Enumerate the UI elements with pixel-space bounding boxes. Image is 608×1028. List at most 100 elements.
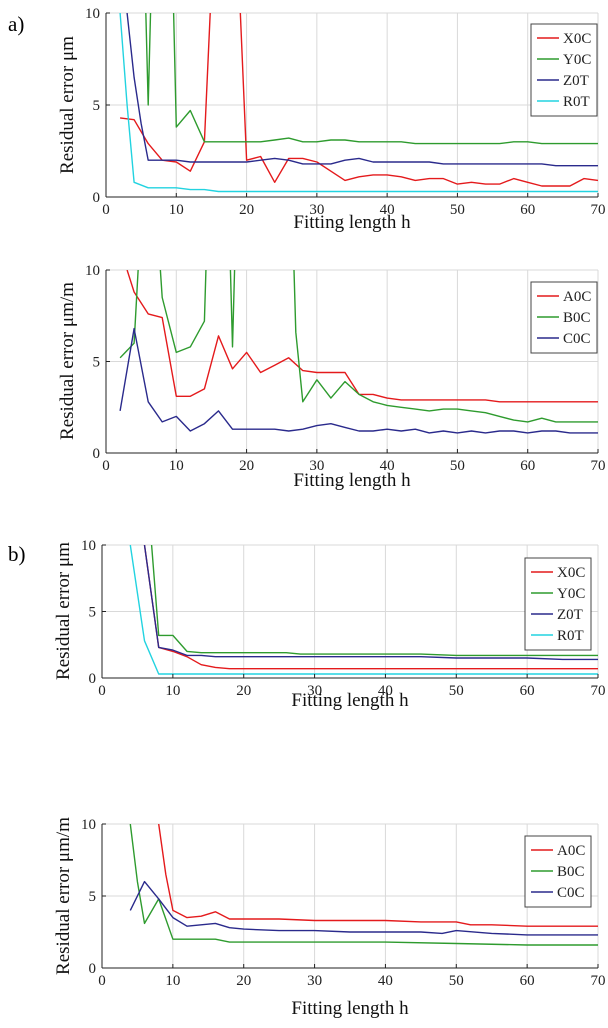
x-tick-label: 20 [239, 458, 254, 474]
axes [101, 823, 599, 969]
series-line-b0c [129, 824, 598, 946]
x-tick-labels: 0 10 20 30 40 50 60 70 [102, 202, 605, 218]
x-tick-label: 50 [449, 973, 464, 989]
legend: X0C Y0C Z0T R0T [530, 23, 598, 117]
y-tick-label: 0 [89, 671, 97, 687]
series-line-z0t [126, 13, 598, 167]
series-lines [129, 824, 598, 946]
gridlines [106, 12, 599, 197]
panel-label-a: a) [8, 12, 24, 36]
legend-label: C0C [557, 885, 585, 901]
chart-a-top: 0 10 20 30 40 50 60 70 0 5 10 Fitting length h Re… [57, 6, 606, 233]
chart-b-top: 0 10 20 30 40 50 60 70 0 5 10 Fitting length h Re… [53, 538, 606, 711]
y-tick-labels: 0 5 10 [81, 538, 96, 687]
gridlines [106, 269, 599, 453]
x-tick-label: 30 [307, 973, 322, 989]
y-tick-label: 5 [93, 98, 101, 114]
y-axis-label: Residual error μm/m [57, 282, 78, 440]
y-axis-label: Residual error μm [53, 542, 74, 680]
x-tick-label: 50 [450, 202, 465, 218]
panel-label-b: b) [8, 542, 26, 566]
x-tick-label: 40 [380, 202, 395, 218]
y-axis-label: Residual error μm [57, 36, 78, 174]
legend-label: R0T [557, 628, 584, 644]
y-tick-label: 5 [89, 605, 97, 621]
series-line-y0c [145, 13, 598, 145]
legend: A0C B0C C0C [530, 281, 598, 354]
series-lines [129, 545, 598, 675]
x-axis-label: Fitting length h [291, 690, 409, 711]
series-lines [119, 13, 598, 193]
legend-label: C0C [563, 331, 591, 347]
y-tick-labels: 0 5 10 [85, 6, 100, 206]
x-tick-labels: 0 10 20 30 40 50 60 70 [98, 683, 605, 699]
legend-label: Z0T [557, 607, 583, 623]
x-tick-label: 0 [98, 683, 106, 699]
x-tick-label: 70 [591, 973, 606, 989]
x-tick-labels: 0 10 20 30 40 50 60 70 [102, 458, 605, 474]
y-tick-label: 10 [81, 817, 96, 833]
y-tick-label: 10 [81, 538, 96, 554]
series-line-x0c [143, 545, 598, 670]
chart-a-bottom: 0 10 20 30 40 50 60 70 0 5 10 Fitting length h Re… [57, 263, 606, 491]
x-tick-label: 40 [378, 973, 393, 989]
x-tick-labels: 0 10 20 30 40 50 60 70 [98, 973, 605, 989]
x-tick-label: 60 [520, 973, 535, 989]
x-tick-label: 60 [520, 458, 535, 474]
x-tick-label: 70 [591, 458, 606, 474]
x-tick-label: 20 [236, 973, 251, 989]
y-axis-label: Residual error μm/m [53, 817, 74, 975]
axes [105, 269, 599, 454]
axes [101, 544, 599, 679]
x-axis-label: Fitting length h [291, 998, 409, 1019]
legend-label: Z0T [563, 73, 589, 89]
series-line-r0t [129, 545, 598, 675]
x-tick-label: 20 [239, 202, 254, 218]
series-line-y0c [150, 545, 598, 657]
x-axis-label: Fitting length h [293, 212, 411, 233]
x-tick-label: 70 [591, 683, 606, 699]
x-tick-label: 60 [520, 202, 535, 218]
x-tick-label: 60 [520, 683, 535, 699]
y-tick-label: 5 [89, 889, 97, 905]
x-tick-label: 10 [169, 202, 184, 218]
legend-label: X0C [557, 565, 585, 581]
series-line-z0t [143, 545, 598, 661]
gridlines [102, 823, 599, 968]
legend-label: R0T [563, 94, 590, 110]
y-tick-label: 5 [93, 355, 101, 371]
axes [105, 12, 599, 198]
x-tick-label: 70 [591, 202, 606, 218]
legend-label: B0C [563, 310, 591, 326]
x-tick-label: 0 [102, 458, 110, 474]
x-axis-label: Fitting length h [293, 470, 411, 491]
x-tick-label: 50 [449, 683, 464, 699]
x-tick-label: 40 [380, 458, 395, 474]
x-tick-label: 10 [165, 683, 180, 699]
series-line-a0c [158, 824, 598, 927]
chart-b-bottom: 0 10 20 30 40 50 60 70 0 5 10 Fitting length h Re… [53, 817, 606, 1019]
y-tick-label: 0 [89, 961, 97, 977]
series-line-c0c [129, 880, 598, 936]
series-lines [119, 270, 598, 434]
y-tick-label: 10 [85, 6, 100, 22]
x-tick-label: 10 [169, 458, 184, 474]
x-tick-label: 10 [165, 973, 180, 989]
x-tick-label: 40 [378, 683, 393, 699]
legend-label: Y0C [557, 586, 585, 602]
x-tick-label: 0 [102, 202, 110, 218]
x-tick-label: 50 [450, 458, 465, 474]
x-tick-label: 0 [98, 973, 106, 989]
legend: X0C Y0C Z0T R0T [524, 557, 592, 651]
series-line-b0c [119, 270, 598, 423]
legend-label: A0C [563, 289, 591, 305]
series-line-x0c [120, 13, 598, 187]
x-tick-label: 20 [236, 683, 251, 699]
y-tick-label: 0 [93, 446, 101, 462]
y-tick-label: 0 [93, 190, 101, 206]
series-line-c0c [119, 327, 598, 434]
y-tick-labels: 0 5 10 [81, 817, 96, 977]
y-tick-labels: 0 5 10 [85, 263, 100, 462]
x-tick-label: 30 [309, 458, 324, 474]
